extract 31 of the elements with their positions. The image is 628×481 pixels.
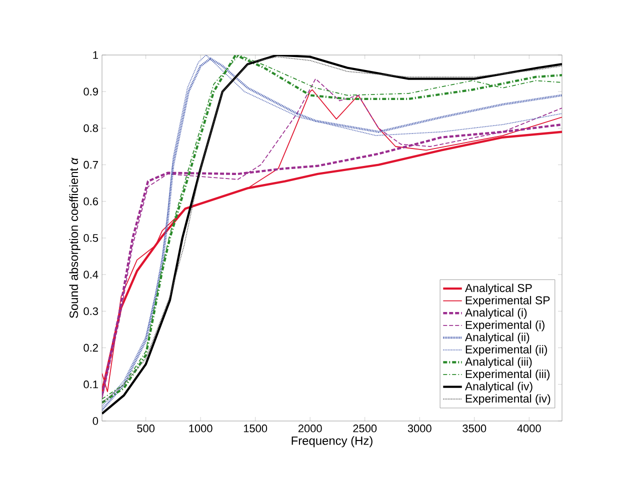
legend-label: Experimental SP (466, 296, 550, 307)
x-tick-label: 2000 (298, 424, 322, 432)
x-tick-label: 1500 (244, 424, 268, 432)
x-tick-label: 4000 (517, 424, 541, 432)
legend-label: Experimental (iv) (466, 394, 550, 405)
legend-label: Analytical SP (464, 284, 532, 294)
y-tick-label: 0.7 (84, 160, 98, 169)
legend-label: Experimental (i) (466, 320, 544, 332)
y-tick-label: 0.6 (84, 198, 98, 206)
x-tick-label: 1000 (189, 424, 212, 432)
legend-label: Analytical (i) (464, 308, 527, 319)
y-tick-label: 0 (92, 417, 98, 425)
y-tick-label: 0.1 (84, 380, 98, 388)
y-tick-label: 0.3 (84, 307, 98, 316)
legend-label: Experimental (iii) (466, 370, 550, 380)
y-tick-label: 0.2 (84, 344, 98, 352)
legend-label: Analytical (ii) (464, 332, 530, 344)
legend-label: Experimental (ii) (466, 345, 547, 356)
x-tick-label: 2500 (353, 424, 377, 432)
y-tick-label: 0.4 (84, 270, 98, 278)
y-tick-label: 0.9 (84, 88, 98, 96)
y-tick-label: 0.5 (84, 234, 98, 242)
x-tick-label: 3000 (408, 424, 432, 432)
y-tick-label: 0.8 (84, 124, 98, 132)
y-tick-label: 1 (93, 51, 98, 59)
y-axis-title: Sound absorption coefficient α (69, 157, 80, 318)
legend-label: Analytical (iv) (464, 382, 532, 393)
x-tick-label: 500 (137, 424, 155, 432)
x-axis-title: Frequency (Hz) (292, 436, 372, 448)
legend-label: Analytical (iii) (464, 357, 532, 368)
x-tick-label: 3500 (462, 424, 486, 432)
